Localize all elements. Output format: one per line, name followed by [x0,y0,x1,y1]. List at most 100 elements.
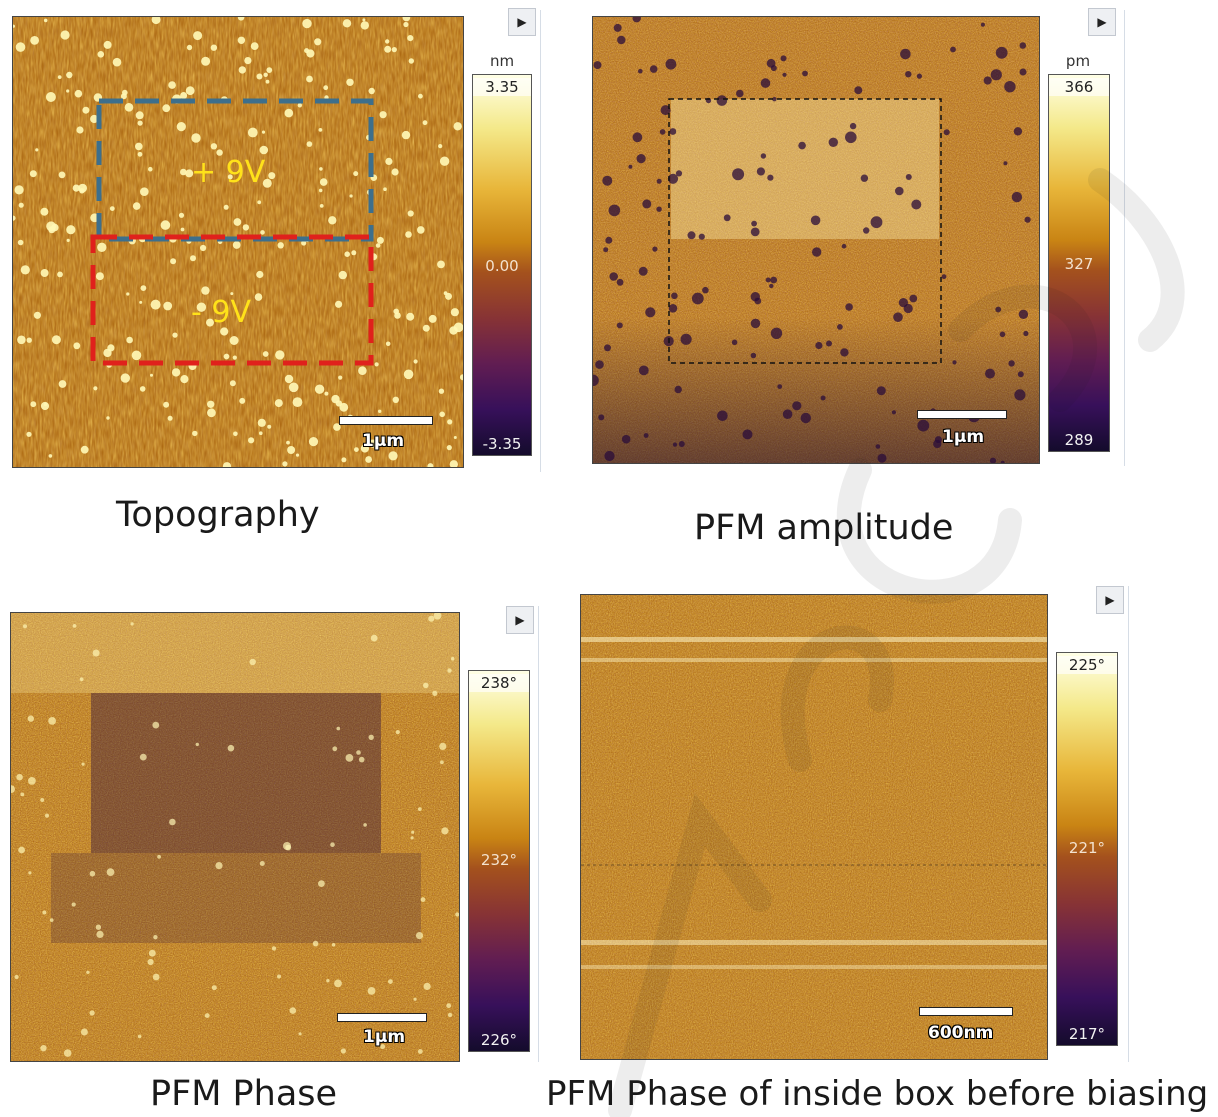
texture-dot [42,910,47,915]
texture-dot [48,717,56,725]
colorbar-min: 217° [1068,1025,1106,1043]
texture-dot [903,303,913,314]
texture-dot [207,408,216,418]
texture-dot [271,946,277,951]
texture-dot [257,200,262,205]
amplitude-colorbar-frame [1038,10,1125,466]
texture-dot [223,353,230,360]
scale-bar [917,410,1007,419]
phase-colorbar: 238° 232° 226° [468,670,530,1052]
texture-dot [192,430,198,437]
texture-dot [180,375,189,384]
texture-dot [15,42,26,52]
texture-dot [95,272,104,281]
texture-dot [14,974,19,980]
texture-dot [767,174,774,181]
texture-dot [403,369,414,380]
texture-dot [354,447,359,452]
texture-dot [422,324,430,332]
texture-dot [447,419,453,425]
amplitude-expand-button[interactable]: ▶ [1088,8,1116,36]
texture-dot [770,65,777,72]
texture-dot [207,400,215,408]
texture-dot [180,227,185,232]
texture-dot [356,750,361,755]
texture-dot [265,79,270,84]
texture-dot [423,682,429,689]
amplitude-image: 1μm [592,16,1040,464]
texture-dot [769,283,774,289]
texture-dot [106,416,110,420]
texture-dot [80,1028,88,1036]
texture-dot [702,286,709,294]
texture-dot [51,335,61,345]
texture-dot [319,167,323,171]
texture-dot [638,266,648,276]
texture-dot [863,227,870,234]
texture-dot [17,239,24,246]
texture-dot [262,351,269,357]
texture-dot [81,762,85,766]
texture-dot [439,156,450,166]
texture-dot [287,446,296,454]
texture-dot [453,122,462,131]
texture-dot [413,359,418,364]
phase-before-expand-button[interactable]: ▶ [1096,586,1124,614]
texture-dot [427,463,434,467]
colorbar-mid: 0.00 [485,257,519,275]
texture-dot [985,368,995,379]
texture-dot [49,918,54,922]
negative-bias-box [90,234,374,366]
colorbar-mid: 221° [1068,839,1106,857]
texture-dot [332,746,338,752]
texture-dot [636,154,646,164]
texture-dot [593,61,602,70]
texture-dot [222,462,232,467]
texture-dot [837,324,843,330]
texture-dot [78,183,87,193]
texture-dot [450,308,459,317]
texture-dot [750,352,757,359]
phase-expand-button[interactable]: ▶ [506,606,534,634]
texture-dot [229,380,236,387]
colorbar-mid: 232° [480,851,518,869]
texture-dot [820,395,826,401]
texture-dot [1008,360,1015,367]
texture-dot [603,247,609,253]
texture-dot [782,409,793,420]
texture-dot [109,206,115,212]
texture-dot [656,206,662,212]
texture-dot [415,932,424,940]
texture-dot [388,451,398,461]
texture-dot [33,311,41,319]
texture-dot [132,202,141,210]
texture-dot [27,715,34,722]
texture-dot [275,350,285,360]
texture-dot [140,285,147,291]
texture-dot [782,72,787,77]
texture-dot [406,312,415,321]
texture-dot [983,76,992,85]
play-triangle-icon: ▶ [515,613,525,627]
texture-dot [163,301,173,311]
texture-dot [40,269,49,277]
colorbar-mid: 327 [1064,255,1094,273]
texture-dot [407,35,414,42]
texture-dot [660,105,671,116]
texture-dot [216,149,223,156]
texture-dot [254,293,263,301]
texture-dot [193,31,203,41]
texture-dot [90,114,99,124]
texture-dot [201,286,210,295]
texture-dot [306,49,315,58]
texture-dot [220,327,229,336]
texture-dot [439,411,446,418]
texture-dot [200,244,207,252]
amplitude-colorbar: 366 327 289 [1048,74,1110,452]
texture-dot [854,86,863,95]
texture-dot [598,414,605,421]
texture-dot [215,862,223,870]
texture-dot [840,348,849,357]
topography-expand-button[interactable]: ▶ [508,8,536,36]
texture-dot [1000,460,1005,463]
